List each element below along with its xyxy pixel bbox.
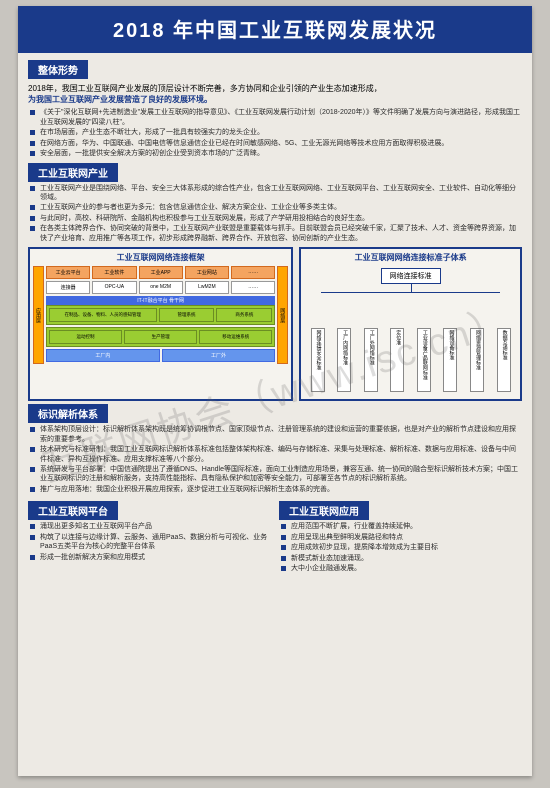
list-item: 应用成效初步显现，提质降本增效成为主要目标 (279, 543, 522, 552)
list-item: 技术研究与标准研制：我国工业互联网标识解析体系标准包括整体架构标准、编码与存储标… (28, 445, 522, 464)
list-item: 工业互联网产业的参与者也更为多元：包含信息通信企业、解决方案企业、工业企业等多类… (28, 203, 522, 212)
cell: LwM2M (185, 281, 229, 294)
cell: 工厂外 (162, 349, 276, 362)
cell: 移动运维系统 (199, 330, 272, 344)
list-item: 与此同时，高校、科研院所、金融机构也积极参与工业互联网发展，形成了产学研用投相结… (28, 214, 522, 223)
section-overall-header: 整体形势 (28, 60, 88, 79)
section-id-header: 标识解析体系 (28, 404, 108, 423)
tree-root: 网络连接标准 (381, 268, 441, 284)
id-list: 体系架构顶层设计：标识解析体系架构既是统筹协调根节点、国家顶级节点、注册管理系统… (28, 425, 522, 494)
intro-text-a: 2018年，我国工业互联网产业发展的顶层设计不断完善，多方协同和企业引领的产业生… (28, 84, 382, 93)
list-item: 推广与应用落地：我国企业积极开展应用探索，逐步促进工业互联网标识解析生态体系的完… (28, 485, 522, 494)
platform-list: 涌现出更多知名工业互联网平台产品 构筑了以连接与边缘计算、云服务、通用PaaS、… (28, 522, 271, 562)
cell: 连接器 (46, 281, 90, 294)
list-item: 体系架构顶层设计：标识解析体系架构既是统筹协调根节点、国家顶级节点、注册管理系统… (28, 425, 522, 444)
list-item: 在网络方面，华为、中国联通、中国电信等信息通信企业已经在时间敏感网络、5G、工业… (28, 139, 522, 148)
cell: 商务系统 (216, 308, 272, 322)
list-item: 大中小企业融通发展。 (279, 564, 522, 573)
tree-node: 网络资源管理标准 (470, 328, 484, 392)
list-item: 应用呈现出典型鲜明发展路径和特点 (279, 533, 522, 542)
tree-node: 数据互通标准 (497, 328, 511, 392)
cell: 在制品、设备、物料、人员的感知管理 (49, 308, 157, 322)
cell: OPC-UA (92, 281, 136, 294)
overall-intro: 2018年，我国工业互联网产业发展的顶层设计不断完善，多方协同和企业引领的产业生… (28, 83, 522, 105)
tree-node: 工厂外网络标准 (364, 328, 378, 392)
cell: 管理系统 (159, 308, 215, 322)
list-item: 应用范围不断扩展，行业覆盖持续延伸。 (279, 522, 522, 531)
cell: 生产管理 (124, 330, 197, 344)
cell: 工业网站 (185, 266, 229, 279)
overall-list: 《关于"深化互联网+先进制造业"发展工业互联网的指导意见》、《工业互联网发展行动… (28, 108, 522, 158)
tree-node: 网络设备标准 (443, 328, 457, 392)
band-label: IT-IT融合平台 骨干网 (46, 296, 275, 305)
cell: 工业APP (139, 266, 183, 279)
cell: …… (231, 266, 275, 279)
list-item: 系统研发与平台部署：中国信通院提出了遵循DNS、Handle等国际标准，面向工业… (28, 465, 522, 484)
section-app-header: 工业互联网应用 (279, 501, 369, 520)
diagram-framework-title: 工业互联网网络连接框架 (33, 252, 288, 263)
list-item: 在市场层面，产业生态不断壮大，形成了一批具有较强实力的龙头企业。 (28, 128, 522, 137)
list-item: 构筑了以连接与边缘计算、云服务、通用PaaS、数据分析与可视化、业务PaaS五类… (28, 533, 271, 552)
cell: one M2M (139, 281, 183, 294)
diagram-standards-title: 工业互联网网络连接标准子体系 (304, 252, 517, 263)
diagram-framework: 工业互联网网络连接框架 应用层 工业云平台 工业软件 工业APP 工业网站 …… (28, 247, 293, 401)
tree-node: 定位准 (390, 328, 404, 392)
side-label-right: 网络层 (277, 266, 288, 364)
cell: 工厂内 (46, 349, 160, 362)
section-industry-header: 工业互联网产业 (28, 163, 118, 182)
list-item: 涌现出更多知名工业互联网平台产品 (28, 522, 271, 531)
intro-text-b: 为我国工业互联网产业发展营造了良好的发展环境。 (28, 95, 212, 104)
cell: …… (231, 281, 275, 294)
list-item: 新模式新业态加速涌现。 (279, 554, 522, 563)
side-label-left: 应用层 (33, 266, 44, 364)
section-platform-header: 工业互联网平台 (28, 501, 118, 520)
cell: 工业软件 (92, 266, 136, 279)
cell: 工业云平台 (46, 266, 90, 279)
list-item: 在各类主体跨界合作、协同突破的背景中，工业互联网产业联盟是重要载体与抓手。目前联… (28, 224, 522, 243)
page-title: 2018 年中国工业互联网发展状况 (18, 6, 532, 53)
list-item: 形成一批创新解决方案和应用模式 (28, 553, 271, 562)
list-item: 工业互联网产业是围绕网络、平台、安全三大体系形成的综合性产业，包含工业互联网网络… (28, 184, 522, 203)
diagram-standards: 工业互联网网络连接标准子体系 网络连接标准 网络连接安全标准 工厂内网络标准 工… (299, 247, 522, 401)
app-list: 应用范围不断扩展，行业覆盖持续延伸。 应用呈现出典型鲜明发展路径和特点 应用成效… (279, 522, 522, 573)
cell: 运动控制 (49, 330, 122, 344)
tree-node: 工业设备产品联网标准 (417, 328, 431, 392)
industry-list: 工业互联网产业是围绕网络、平台、安全三大体系形成的综合性产业，包含工业互联网网络… (28, 184, 522, 244)
list-item: 《关于"深化互联网+先进制造业"发展工业互联网的指导意见》、《工业互联网发展行动… (28, 108, 522, 127)
list-item: 安全层面，一批提供安全解决方案的初创企业受到资本市场的广泛青睐。 (28, 149, 522, 158)
tree-node: 网络连接安全标准 (311, 328, 325, 392)
tree-node: 工厂内网络标准 (337, 328, 351, 392)
